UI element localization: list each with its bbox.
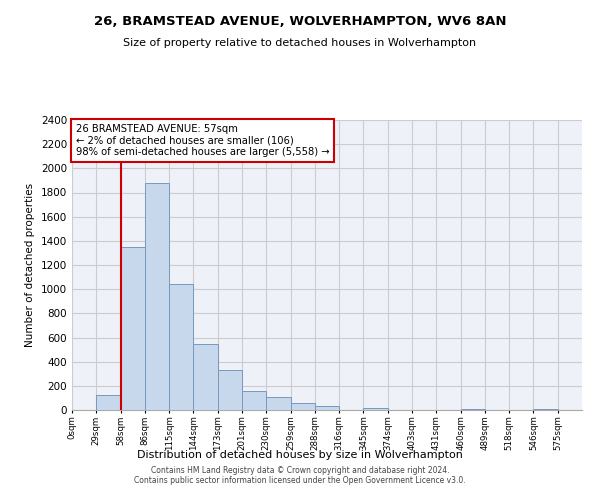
Bar (121, 247, 145, 410)
Bar (96, 395, 121, 410)
Bar (461, 409, 485, 410)
Text: Distribution of detached houses by size in Wolverhampton: Distribution of detached houses by size … (137, 450, 463, 460)
Bar (218, 370, 242, 410)
Bar (533, 409, 558, 410)
Y-axis label: Number of detached properties: Number of detached properties (25, 183, 35, 347)
Bar (266, 396, 290, 410)
Text: Size of property relative to detached houses in Wolverhampton: Size of property relative to detached ho… (124, 38, 476, 48)
Bar (315, 406, 339, 410)
Bar (290, 403, 315, 410)
Text: Contains HM Land Registry data © Crown copyright and database right 2024.
Contai: Contains HM Land Registry data © Crown c… (134, 466, 466, 485)
Bar (193, 344, 218, 410)
Bar (364, 408, 388, 410)
Bar (145, 183, 169, 410)
Text: 26, BRAMSTEAD AVENUE, WOLVERHAMPTON, WV6 8AN: 26, BRAMSTEAD AVENUE, WOLVERHAMPTON, WV6… (94, 15, 506, 28)
Text: 26 BRAMSTEAD AVENUE: 57sqm
← 2% of detached houses are smaller (106)
98% of semi: 26 BRAMSTEAD AVENUE: 57sqm ← 2% of detac… (76, 124, 329, 157)
Bar (242, 392, 266, 410)
Bar (169, 284, 193, 410)
